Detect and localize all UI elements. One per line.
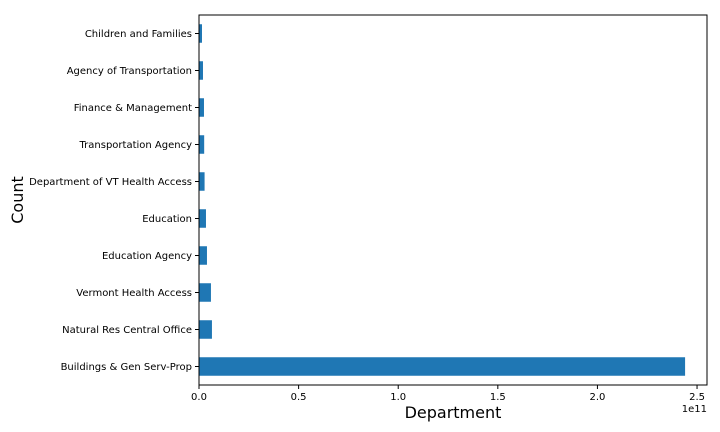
y-axis-ticks: Buildings & Gen Serv-Prop Natural Res Cen… [29, 29, 199, 373]
x-tick-label: 0.0 [191, 392, 207, 403]
y-axis-title: Count [8, 176, 27, 224]
plot-frame [198, 14, 708, 386]
y-tick-label: Buildings & Gen Serv-Prop [61, 362, 192, 373]
bar [199, 98, 204, 117]
y-tick-label: Agency of Transportation [67, 66, 192, 77]
y-tick-label: Vermont Health Access [76, 288, 192, 299]
bar [199, 135, 205, 154]
bar [199, 209, 206, 228]
x-tick-label: 2.5 [689, 392, 705, 403]
bar [199, 357, 686, 376]
bar [199, 246, 207, 265]
x-tick-label: 2.0 [589, 392, 605, 403]
bar [199, 172, 205, 191]
y-tick-label: Children and Families [85, 29, 192, 40]
bars-group [199, 24, 686, 376]
x-tick-label: 1.0 [390, 392, 406, 403]
bar [199, 61, 203, 80]
x-tick-label: 1.5 [490, 392, 506, 403]
y-tick-label: Finance & Management [74, 103, 192, 114]
bar [199, 320, 212, 339]
x-tick-label: 0.5 [291, 392, 307, 403]
y-tick-label: Natural Res Central Office [62, 325, 192, 336]
y-tick-label: Education Agency [102, 251, 192, 262]
y-tick-label: Department of VT Health Access [29, 177, 192, 188]
y-tick-label: Education [142, 214, 192, 225]
x-axis-offset-label: 1e11 [682, 404, 707, 415]
y-tick-label: Transportation Agency [79, 140, 193, 151]
x-axis-title: Department [405, 403, 502, 422]
bar [199, 283, 211, 302]
bar [199, 24, 202, 43]
x-axis-ticks: 0.0 0.5 1.0 1.5 2.0 2.5 [191, 385, 705, 403]
